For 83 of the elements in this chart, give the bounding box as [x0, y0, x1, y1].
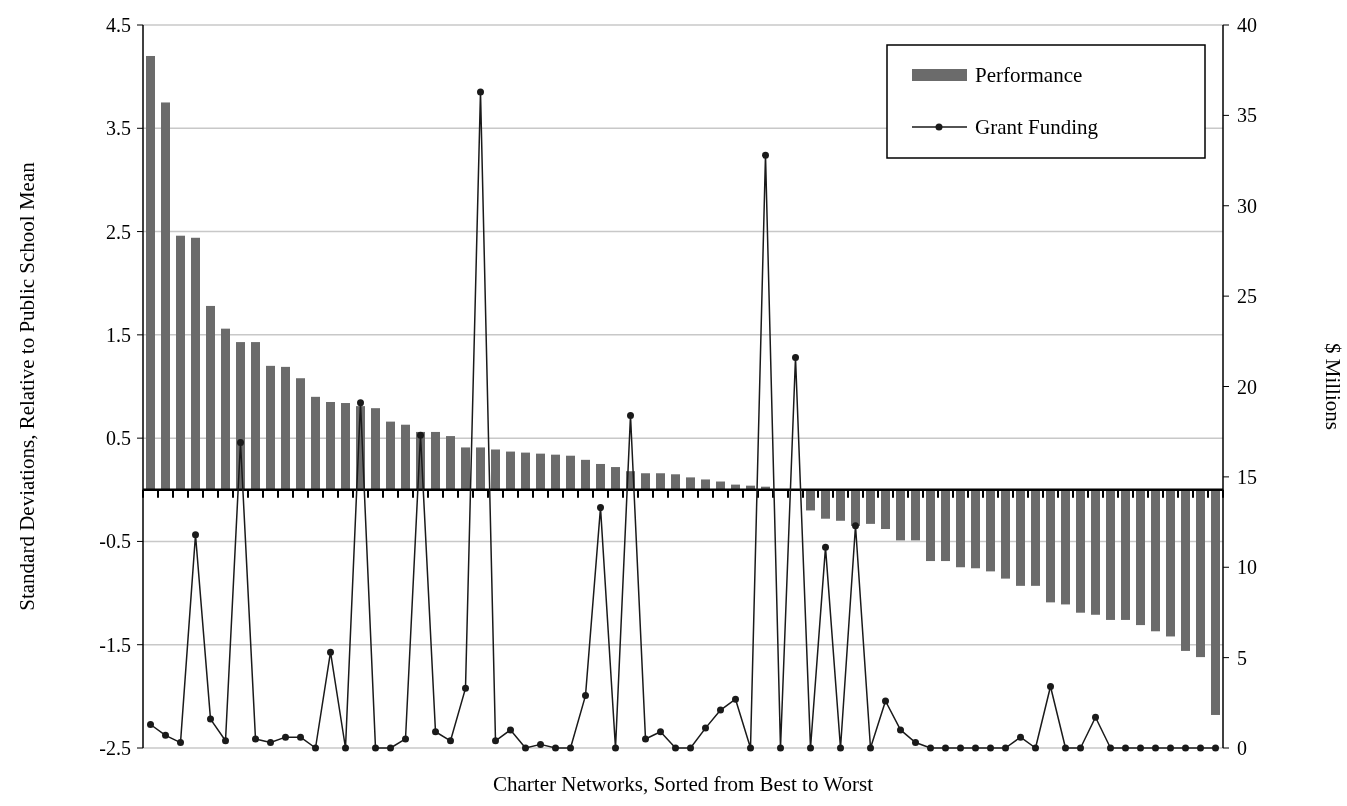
- y-tick-label: -1.5: [99, 633, 131, 656]
- bar: [191, 237, 200, 490]
- bar: [1106, 489, 1115, 620]
- bar: [161, 102, 170, 490]
- bar: [971, 489, 980, 569]
- x-axis-title: Charter Networks, Sorted from Best to Worst: [493, 772, 874, 796]
- bar: [386, 421, 395, 490]
- legend-label: Grant Funding: [975, 115, 1099, 140]
- bar: [206, 305, 215, 490]
- bar: [656, 473, 665, 490]
- bar: [926, 489, 935, 562]
- bar: [611, 467, 620, 490]
- bar: [806, 489, 815, 511]
- bar: [551, 454, 560, 490]
- bar: [956, 489, 965, 568]
- bar: [671, 474, 680, 490]
- bar: [866, 489, 875, 524]
- legend-label: Performance: [975, 63, 1083, 88]
- bar: [1046, 489, 1055, 603]
- bar: [341, 403, 350, 490]
- bar: [146, 55, 155, 490]
- y2-tick-label: 30: [1237, 194, 1257, 217]
- bar: [836, 489, 845, 521]
- bar: [1196, 489, 1205, 658]
- y-tick-label: 0.5: [106, 427, 131, 450]
- y-tick-label: -2.5: [99, 737, 131, 759]
- y2-tick-label: 5: [1237, 646, 1247, 669]
- y-axis-title: Standard Deviations, Relative to Public School Mean: [15, 161, 39, 611]
- bar: [1001, 489, 1010, 579]
- bar: [1136, 489, 1145, 626]
- bar: [401, 424, 410, 490]
- bar: [1181, 489, 1190, 651]
- bar: [911, 489, 920, 541]
- y2-tick-label: 15: [1237, 465, 1257, 488]
- bar: [986, 489, 995, 572]
- bar: [1016, 489, 1025, 586]
- bar: [176, 235, 185, 490]
- bar: [461, 447, 470, 490]
- y2-axis-title: $ Millions: [1321, 343, 1345, 430]
- bar: [1166, 489, 1175, 637]
- bar: [476, 447, 485, 490]
- bar: [446, 436, 455, 490]
- bar: [266, 365, 275, 490]
- y-tick-label: 1.5: [106, 323, 131, 346]
- bar: [251, 342, 260, 490]
- bar: [941, 489, 950, 562]
- y2-tick-label: 10: [1237, 556, 1257, 579]
- bar: [281, 366, 290, 490]
- y-tick-label: 4.5: [106, 14, 131, 36]
- y2-tick-label: 0: [1237, 737, 1247, 759]
- bar: [521, 452, 530, 490]
- bar: [326, 401, 335, 490]
- bar: [536, 453, 545, 490]
- bar: [1061, 489, 1070, 605]
- bar: [1031, 489, 1040, 586]
- bar: [1076, 489, 1085, 613]
- y2-tick-label: 40: [1237, 14, 1257, 36]
- bar: [1091, 489, 1100, 615]
- bar: [491, 449, 500, 490]
- bar: [566, 455, 575, 490]
- y2-tick-label: 20: [1237, 375, 1257, 398]
- bar: [1211, 489, 1220, 715]
- y-tick-label: -0.5: [99, 530, 131, 553]
- bar: [641, 473, 650, 490]
- bar: [821, 489, 830, 519]
- bar: [686, 477, 695, 490]
- y-tick-label: 2.5: [106, 220, 131, 243]
- bar: [296, 378, 305, 490]
- y2-tick-label: 25: [1237, 285, 1257, 308]
- bar: [431, 431, 440, 490]
- y2-tick-label: 35: [1237, 104, 1257, 127]
- bar: [896, 489, 905, 541]
- y-tick-label: 3.5: [106, 117, 131, 140]
- bar: [506, 451, 515, 490]
- bar: [1151, 489, 1160, 632]
- bar: [371, 408, 380, 490]
- bar: [1121, 489, 1130, 620]
- bar: [596, 463, 605, 490]
- bar: [881, 489, 890, 530]
- bar: [221, 328, 230, 490]
- bar: [311, 396, 320, 490]
- bar: [701, 479, 710, 490]
- bar: [581, 459, 590, 490]
